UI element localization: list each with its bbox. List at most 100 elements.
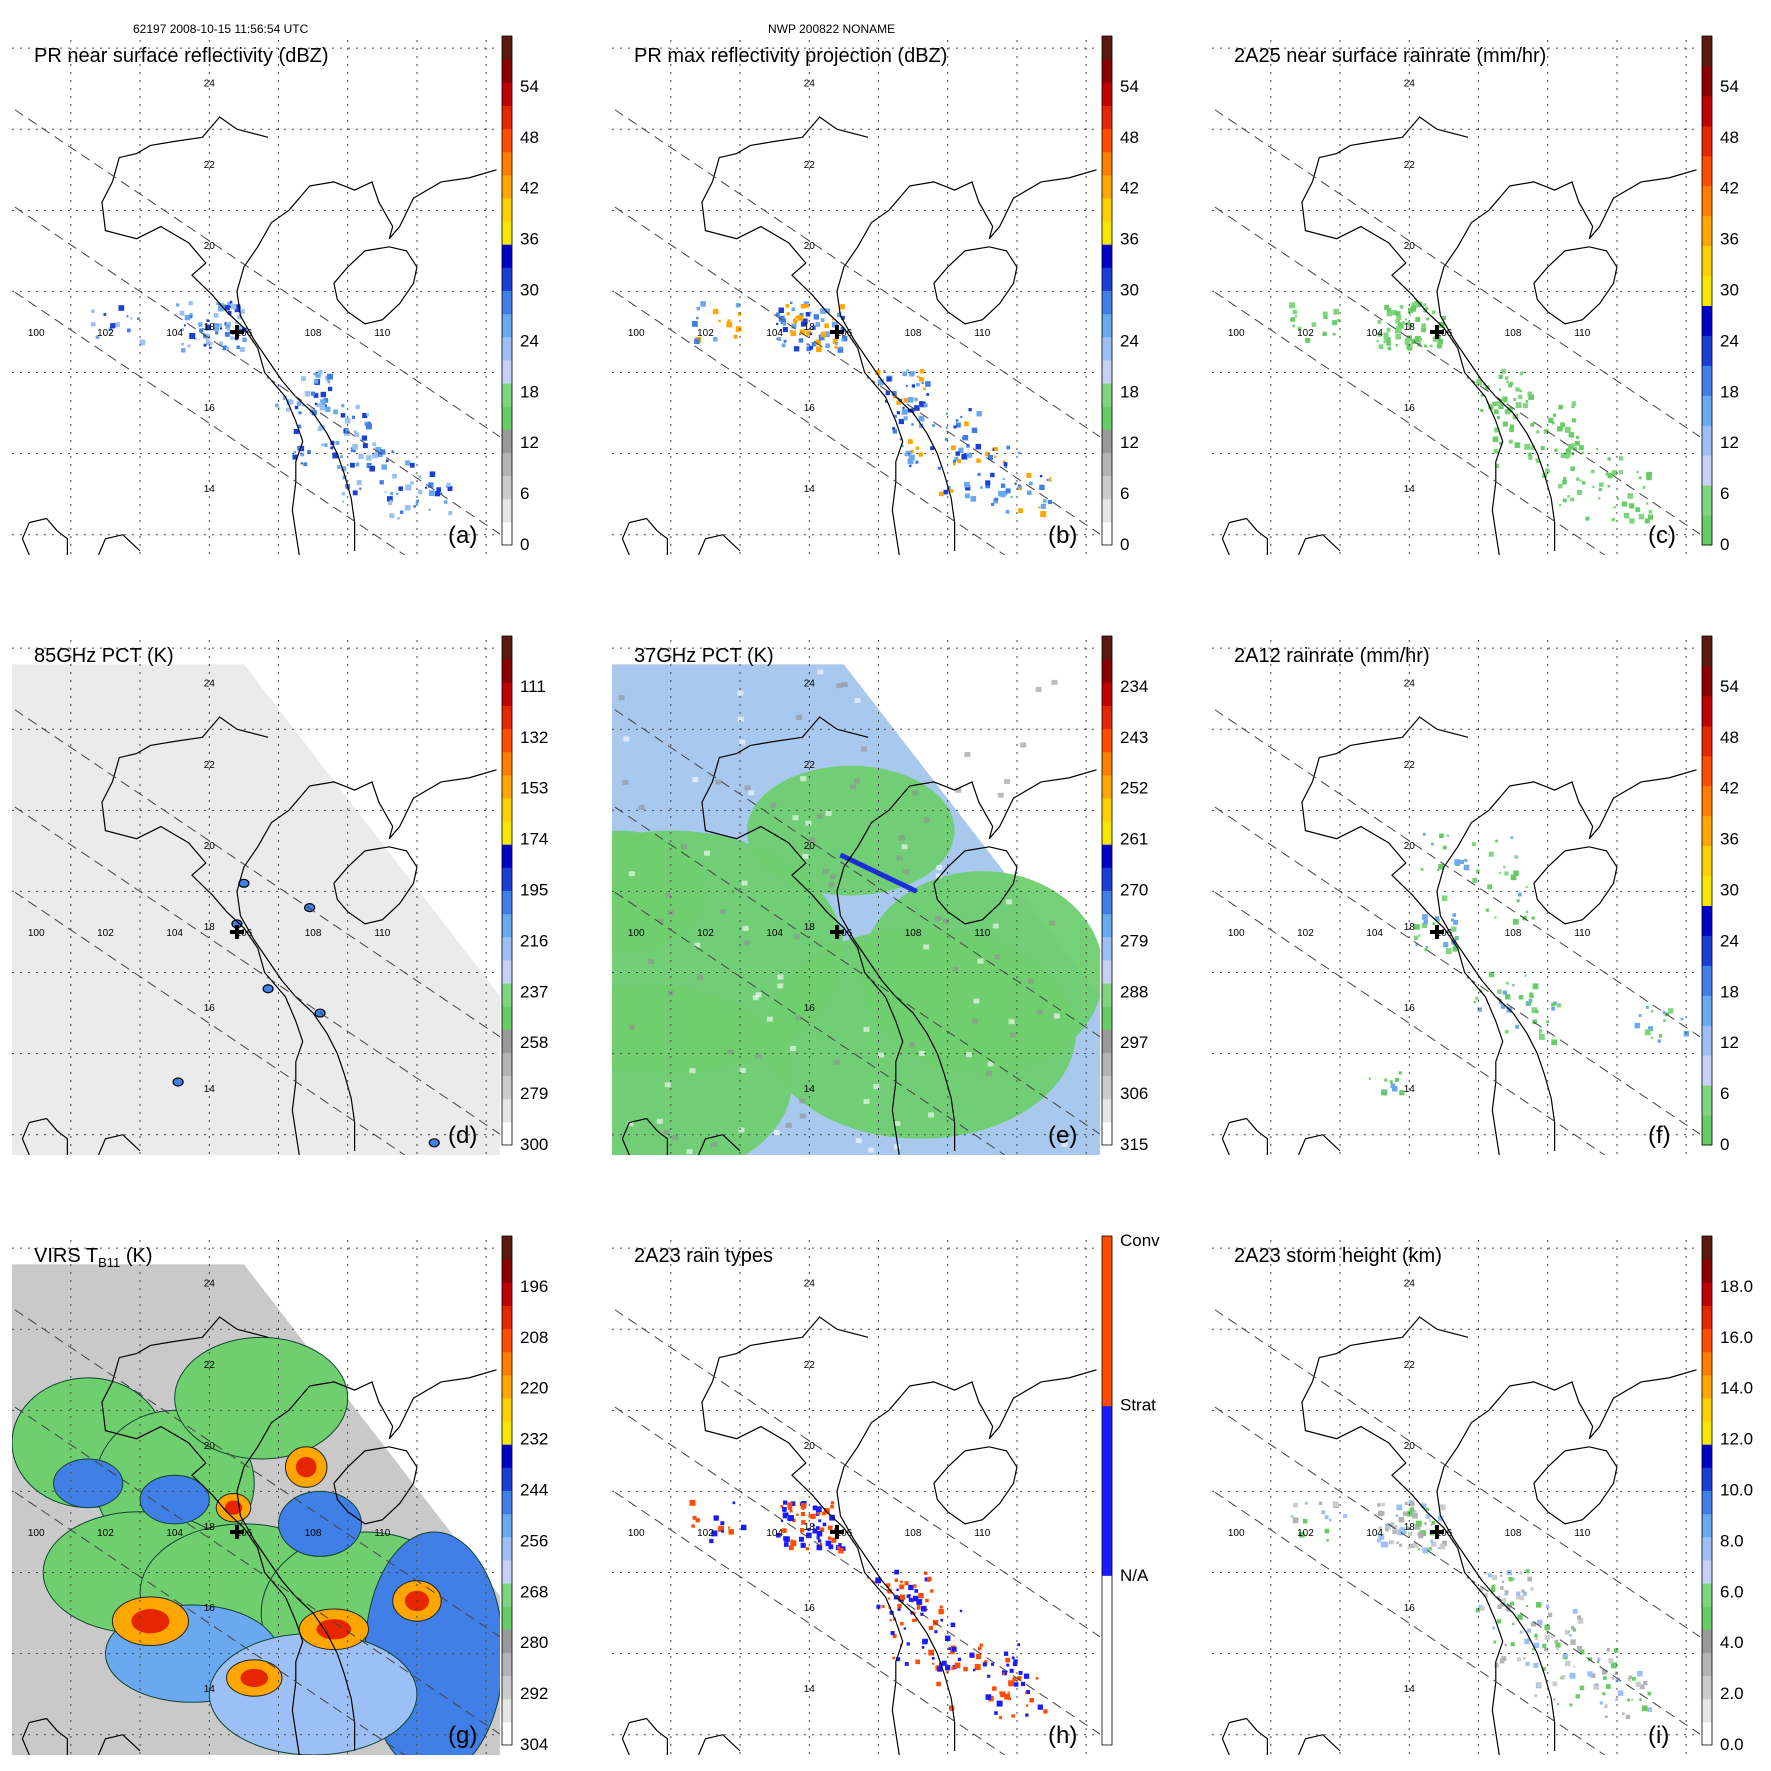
rain-echo: [987, 454, 994, 461]
rain-echo: [910, 1611, 914, 1615]
pixel: [727, 1049, 734, 1055]
rain-echo: [1607, 457, 1611, 461]
rain-echo: [1012, 1662, 1017, 1667]
rain-echo: [1559, 503, 1562, 507]
colorbar-segment: [1102, 336, 1112, 361]
rain-echo: [904, 1662, 909, 1666]
rain-echo: [1406, 321, 1410, 325]
rain-echo: [202, 327, 205, 331]
rain-echo: [915, 1659, 920, 1665]
colorbar-label: 292: [520, 1684, 548, 1703]
colorbar-label: 279: [1120, 931, 1148, 950]
rain-echo: [1417, 1532, 1422, 1536]
rain-echo: [964, 421, 969, 427]
rain-echo: [417, 489, 423, 495]
rain-echo: [985, 1694, 992, 1700]
colorbar-label: 6: [1720, 484, 1729, 503]
lat-label: 22: [204, 160, 216, 171]
rain-echo: [886, 1583, 891, 1588]
rain-echo: [337, 465, 341, 469]
colorbar-segment: [1102, 498, 1112, 523]
colorbar-segment: [1702, 845, 1712, 877]
colorbar-segment: [1102, 890, 1112, 915]
rain-echo: [410, 481, 414, 485]
pixel: [901, 844, 908, 850]
coastline: [1533, 846, 1618, 925]
colorbar-segment: [502, 336, 512, 361]
lat-label: 16: [804, 403, 816, 414]
rain-echo: [713, 308, 719, 315]
coastline: [697, 1134, 741, 1155]
rain-echo: [189, 315, 193, 319]
rain-echo: [825, 343, 830, 349]
rain-echo: [968, 407, 972, 412]
rain-echo: [1480, 1606, 1485, 1611]
rain-echo: [1529, 993, 1534, 998]
rain-echo: [892, 427, 896, 431]
rain-echo: [118, 305, 125, 311]
rain-echo: [1510, 874, 1517, 881]
rain-echo: [1547, 1612, 1553, 1618]
rain-echo: [925, 1598, 929, 1603]
pixel: [623, 736, 630, 742]
rain-echo: [1573, 1665, 1576, 1668]
rain-echo: [389, 499, 393, 503]
rain-echo: [1434, 916, 1440, 921]
rain-echo: [1410, 306, 1416, 312]
rain-echo: [234, 320, 239, 325]
rain-echo: [240, 309, 245, 314]
rain-echo: [954, 1662, 961, 1669]
rain-echo: [1391, 1522, 1395, 1525]
rain-echo: [1385, 337, 1391, 343]
rain-echo: [804, 303, 809, 308]
rain-echo: [824, 323, 829, 328]
colorbar-segment: [1702, 1629, 1712, 1653]
panel-title: 2A12 rainrate (mm/hr): [1234, 645, 1430, 667]
colorbar-segment: [1702, 1305, 1712, 1330]
rain-echo: [1006, 445, 1010, 450]
colorbar-segment: [1702, 1055, 1712, 1086]
colorbar-segment: [1102, 636, 1112, 660]
colorbar-label: 153: [520, 779, 548, 798]
rain-echo: [732, 1501, 736, 1505]
rain-echo: [820, 308, 826, 314]
rain-echo: [900, 1621, 904, 1626]
rain-echo: [340, 413, 346, 418]
rain-echo: [1322, 311, 1328, 317]
rain-echo: [1483, 1592, 1489, 1598]
rain-echo: [1431, 310, 1436, 315]
rain-echo: [1579, 479, 1582, 482]
rain-echo: [928, 1625, 934, 1631]
colorbar-label: 237: [520, 982, 548, 1001]
colorbar-label: 24: [1120, 331, 1139, 350]
rain-echo: [1570, 1639, 1576, 1645]
rain-echo: [297, 424, 302, 429]
colorbar-segment: [1702, 1236, 1712, 1260]
rain-echo: [1588, 1657, 1593, 1662]
rain-echo: [1324, 1515, 1329, 1520]
rain-echo: [1483, 1572, 1487, 1575]
rain-echo: [1572, 1608, 1578, 1614]
rain-echo: [800, 304, 806, 309]
colorbar-segment: [502, 383, 512, 407]
rain-echo: [1599, 1701, 1604, 1705]
lat-label: 20: [804, 241, 816, 252]
rain-echo: [1000, 483, 1006, 488]
rain-echo: [1011, 1714, 1015, 1718]
rain-echo: [841, 338, 845, 342]
lon-label: 102: [97, 328, 114, 339]
colorbar-segment: [1102, 82, 1112, 106]
rain-echo: [139, 339, 146, 346]
rain-echo: [389, 513, 395, 519]
lon-label: 102: [97, 928, 114, 939]
storm-center-marker: [829, 924, 844, 939]
rain-echo: [1645, 502, 1649, 505]
colorbar-segment: [1102, 1006, 1112, 1030]
rain-echo: [994, 497, 999, 502]
lon-label: 106: [836, 328, 853, 339]
rain-echo: [218, 341, 223, 346]
colorbar-segment: [1102, 105, 1112, 130]
lat-label: 16: [804, 1603, 816, 1614]
rain-echo: [1502, 1598, 1507, 1602]
pixel: [1008, 1019, 1015, 1025]
